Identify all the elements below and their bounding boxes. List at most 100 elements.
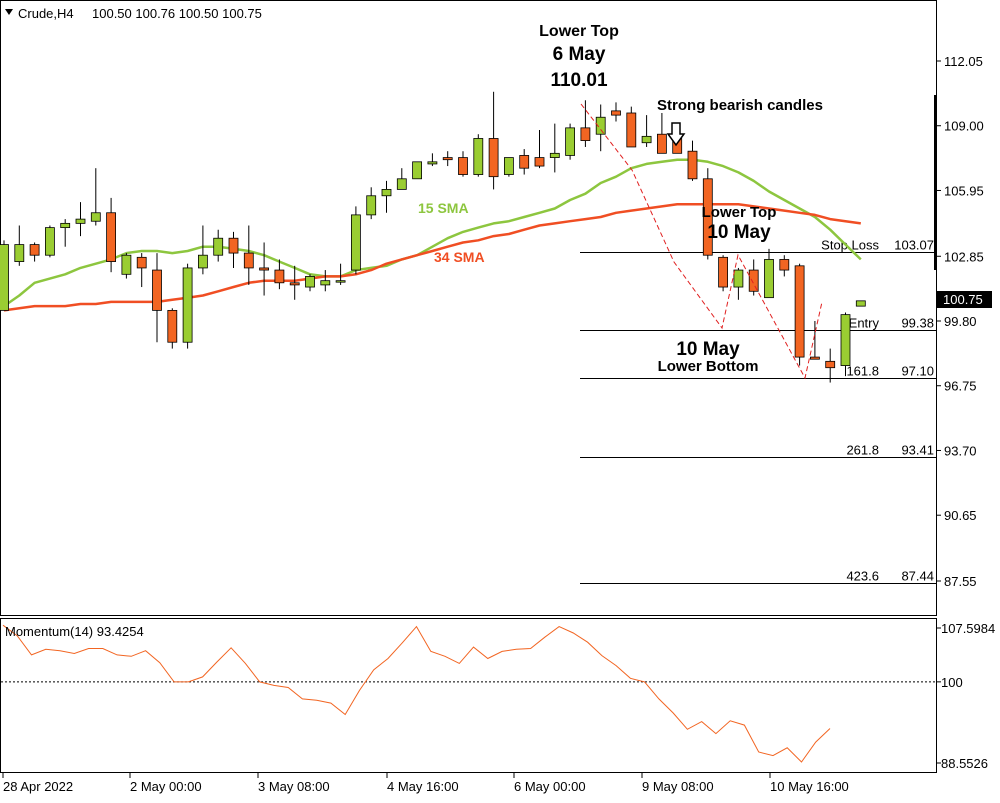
- candle-body: [855, 300, 866, 307]
- symbol-label: Crude,H4: [18, 6, 74, 21]
- time-tick-label: 3 May 08:00: [258, 779, 330, 794]
- time-tick-label: 2 May 00:00: [130, 779, 202, 794]
- candle-body: [794, 265, 805, 358]
- level-left-label: 261.8: [846, 443, 879, 458]
- candle: [565, 123, 575, 160]
- candle: [641, 115, 652, 147]
- level-right-label: 99.38: [901, 316, 934, 331]
- candle: [519, 149, 530, 175]
- momentum-label: Momentum(14) 93.4254: [5, 624, 144, 639]
- candle: [458, 151, 468, 177]
- annotation-lower-top-date: 6 May: [553, 44, 606, 65]
- candle-body: [136, 256, 147, 269]
- candle: [152, 253, 162, 343]
- candle-body: [45, 227, 55, 256]
- candle: [75, 202, 86, 237]
- candle: [626, 106, 637, 148]
- annotation-lower-top-title: Lower Top: [539, 23, 619, 40]
- candle: [182, 263, 193, 349]
- current-price-label: 100.75: [943, 292, 983, 307]
- candle-body: [60, 222, 71, 229]
- candle-body: [228, 237, 239, 254]
- candle-body: [259, 267, 270, 271]
- candle-body: [503, 157, 514, 175]
- candle-body: [197, 254, 208, 269]
- candle: [350, 206, 361, 275]
- candle-body: [549, 152, 560, 158]
- candle-body: [350, 214, 361, 271]
- candle: [657, 113, 667, 154]
- sma34-label: 34 SMA: [434, 249, 485, 265]
- price-tick-label: 96.75: [944, 379, 977, 394]
- candle-body: [305, 276, 315, 288]
- candle-body: [412, 161, 423, 180]
- candle-body: [473, 138, 484, 175]
- candle: [687, 140, 698, 181]
- candle: [305, 274, 315, 292]
- candle: [810, 321, 820, 360]
- candle-body: [718, 256, 728, 288]
- candle: [259, 242, 270, 296]
- candle: [29, 242, 40, 262]
- level-right-label: 103.07: [894, 238, 934, 253]
- candle-body: [182, 267, 193, 343]
- candle-body: [779, 259, 790, 271]
- candle-body: [213, 237, 224, 256]
- candle: [733, 267, 744, 300]
- candle: [442, 151, 453, 167]
- level-left-label: 423.6: [846, 569, 879, 584]
- candle: [45, 225, 55, 258]
- collapse-triangle-icon[interactable]: [5, 9, 13, 15]
- price-tick-label: 102.85: [944, 249, 984, 264]
- candle: [167, 308, 178, 349]
- candle-body: [825, 360, 836, 369]
- candle-body: [657, 133, 667, 154]
- candle: [396, 168, 407, 190]
- annotation-lower-top-6may: Lower Top 6 May 110.01: [539, 23, 619, 91]
- candle: [488, 91, 499, 190]
- zigzag-pattern-line: [580, 103, 823, 380]
- annotation-lower-bottom-title: Lower Bottom: [658, 358, 759, 375]
- level-right-label: 97.10: [901, 364, 934, 379]
- sma15-label: 15 SMA: [418, 200, 469, 216]
- momentum-line: [2, 624, 831, 763]
- candle-body: [488, 138, 499, 178]
- candle: [549, 123, 560, 173]
- candle: [274, 259, 285, 290]
- candle-body: [810, 356, 820, 360]
- candle-body: [274, 269, 285, 284]
- candle-body: [764, 259, 774, 299]
- candle-body: [641, 135, 652, 144]
- candle-body: [0, 244, 9, 311]
- candle: [381, 180, 392, 213]
- candle: [320, 270, 331, 292]
- time-tick-label: 6 May 00:00: [514, 779, 586, 794]
- candle-body: [29, 244, 40, 256]
- candle: [779, 255, 790, 277]
- candle-body: [335, 280, 346, 283]
- candle: [840, 312, 851, 377]
- current-price-marker: 100.75: [937, 291, 992, 308]
- candle-body: [14, 244, 25, 262]
- candle: [534, 129, 545, 169]
- level-left-label: 161.8: [846, 364, 879, 379]
- time-tick-label: 10 May 16:00: [770, 779, 849, 794]
- candle: [412, 161, 423, 180]
- candle-body: [366, 195, 377, 216]
- candle: [289, 265, 300, 300]
- candle: [90, 168, 101, 226]
- candle-body: [611, 110, 621, 116]
- candle-body: [565, 127, 575, 156]
- candle-body: [534, 157, 545, 167]
- momentum-tick-label: 88.5526: [941, 756, 988, 771]
- candle: [825, 348, 836, 383]
- annotation-lower-bottom: 10 May Lower Bottom: [658, 339, 759, 375]
- candle: [197, 225, 208, 275]
- annotation-lower-top-price: 110.01: [550, 70, 607, 91]
- ohlc-values: 100.50 100.76 100.50 100.75: [92, 6, 262, 21]
- candle: [748, 259, 759, 296]
- candle: [794, 263, 805, 366]
- candle: [60, 219, 71, 247]
- candle: [427, 153, 438, 167]
